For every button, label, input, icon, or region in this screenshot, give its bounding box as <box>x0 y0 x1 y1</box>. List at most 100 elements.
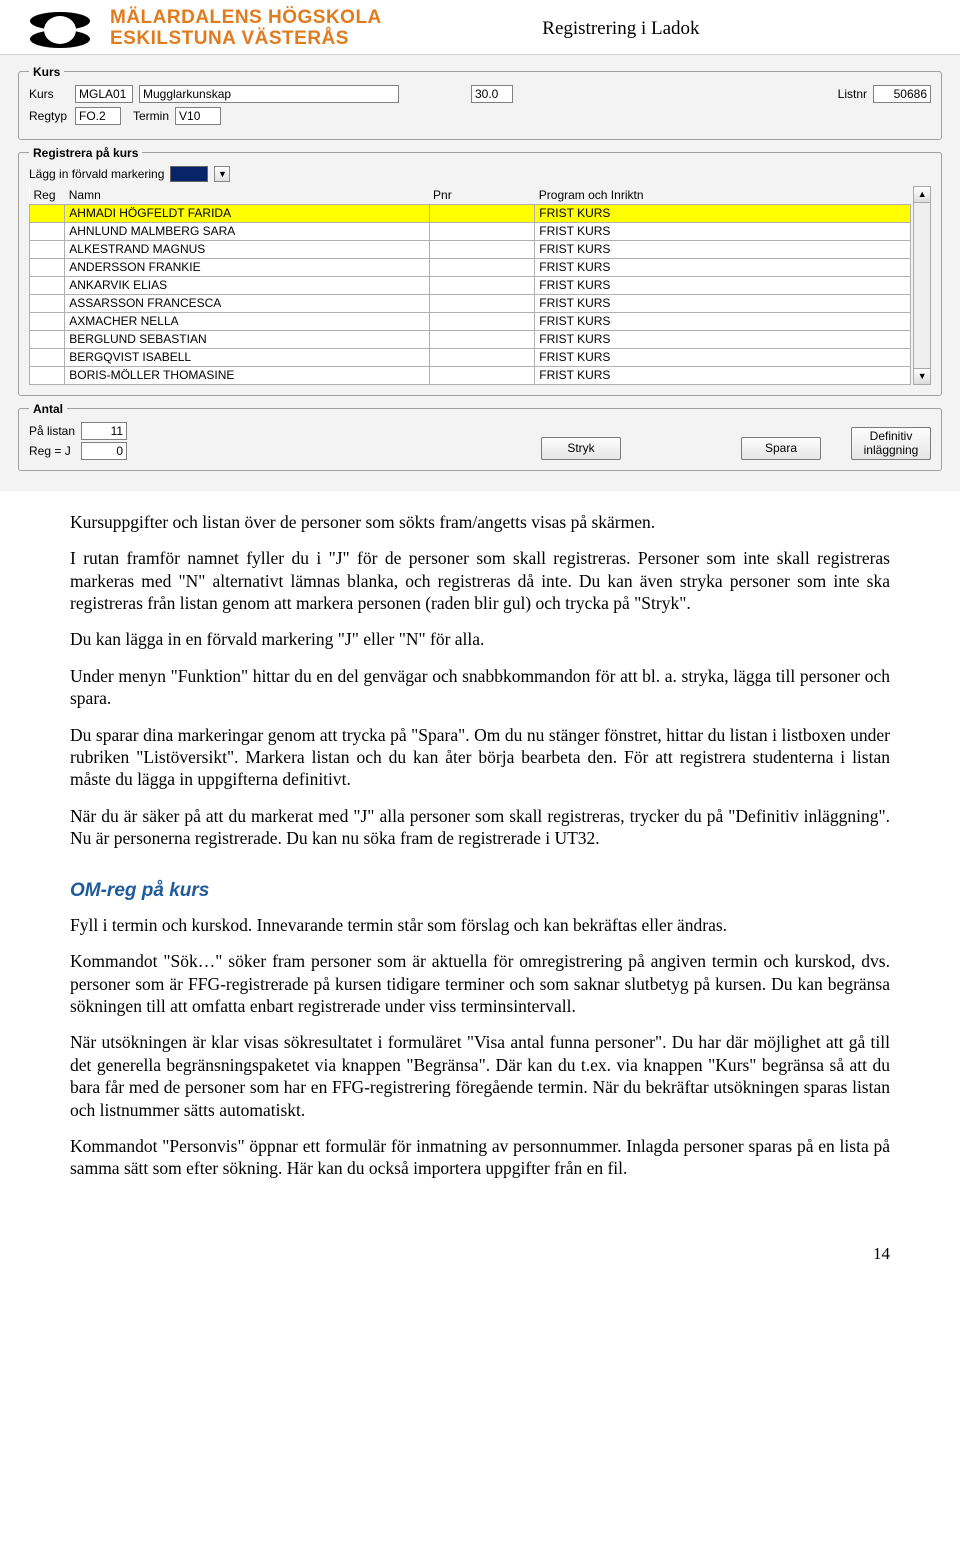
cell-reg[interactable] <box>30 366 65 384</box>
logo-icon <box>20 9 100 49</box>
label-listnr: Listnr <box>838 87 867 101</box>
cell-prog: FRIST KURS <box>535 366 911 384</box>
cell-reg[interactable] <box>30 312 65 330</box>
table-row[interactable]: ANDERSSON FRANKIE FRIST KURS <box>30 258 911 276</box>
paragraph: Fyll i termin och kurskod. Innevarande t… <box>70 914 890 936</box>
field-regtyp[interactable]: FO.2 <box>75 107 121 125</box>
paragraph: I rutan framför namnet fyller du i "J" f… <box>70 547 890 614</box>
cell-pnr <box>429 222 535 240</box>
cell-pnr <box>429 330 535 348</box>
org-name-line2: ESKILSTUNA VÄSTERÅS <box>110 29 382 50</box>
cell-pnr <box>429 240 535 258</box>
value-pa-listan: 11 <box>81 422 127 440</box>
document-body: Kursuppgifter och listan över de persone… <box>0 491 960 1234</box>
table-row[interactable]: ASSARSSON FRANCESCA FRIST KURS <box>30 294 911 312</box>
label-regtyp: Regtyp <box>29 109 69 123</box>
value-reg-j: 0 <box>81 442 127 460</box>
cell-prog: FRIST KURS <box>535 204 911 222</box>
table-row[interactable]: BERGLUND SEBASTIAN FRIST KURS <box>30 330 911 348</box>
cell-namn: AHNLUND MALMBERG SARA <box>65 222 429 240</box>
label-reg-j: Reg = J <box>29 444 75 458</box>
paragraph: Du sparar dina markeringar genom att try… <box>70 724 890 791</box>
org-name-line1: MÄLARDALENS HÖGSKOLA <box>110 8 382 29</box>
cell-prog: FRIST KURS <box>535 294 911 312</box>
paragraph: När du är säker på att du markerat med "… <box>70 805 890 850</box>
cell-reg[interactable] <box>30 294 65 312</box>
cell-reg[interactable] <box>30 258 65 276</box>
label-kurs: Kurs <box>29 87 69 101</box>
field-listnr[interactable]: 50686 <box>873 85 931 103</box>
cell-pnr <box>429 366 535 384</box>
cell-prog: FRIST KURS <box>535 330 911 348</box>
cell-pnr <box>429 294 535 312</box>
field-kurskod[interactable]: MGLA01 <box>75 85 133 103</box>
paragraph: Under menyn "Funktion" hittar du en del … <box>70 665 890 710</box>
definitiv-button[interactable]: Definitiv inläggning <box>851 427 931 459</box>
field-termin[interactable]: V10 <box>175 107 221 125</box>
table-row[interactable]: BORIS-MÖLLER THOMASINE FRIST KURS <box>30 366 911 384</box>
panel-kurs-legend: Kurs <box>29 65 64 79</box>
paragraph: Kommandot "Personvis" öppnar ett formulä… <box>70 1135 890 1180</box>
cell-reg[interactable] <box>30 348 65 366</box>
cell-namn: ANKARVIK ELIAS <box>65 276 429 294</box>
stryk-button[interactable]: Stryk <box>541 437 621 460</box>
cell-pnr <box>429 258 535 276</box>
table-row[interactable]: ALKESTRAND MAGNUSFRIST KURS <box>30 240 911 258</box>
cell-namn: AHMADI HÖGFELDT FARIDA <box>65 204 429 222</box>
paragraph: När utsökningen är klar visas sökresulta… <box>70 1031 890 1121</box>
cell-namn: BORIS-MÖLLER THOMASINE <box>65 366 429 384</box>
field-kursnamn[interactable]: Mugglarkunskap <box>139 85 399 103</box>
cell-prog: FRIST KURS <box>535 276 911 294</box>
cell-reg[interactable] <box>30 330 65 348</box>
preselect-dropdown[interactable] <box>170 166 208 182</box>
cell-namn: ASSARSSON FRANCESCA <box>65 294 429 312</box>
scroll-down-icon[interactable]: ▼ <box>914 368 930 384</box>
table-row[interactable]: ANKARVIK ELIAS FRIST KURS <box>30 276 911 294</box>
cell-reg[interactable] <box>30 222 65 240</box>
ladok-screenshot: Kurs Kurs MGLA01 Mugglarkunskap 30.0 Lis… <box>0 54 960 491</box>
table-row[interactable]: AHMADI HÖGFELDT FARIDA FRIST KURS <box>30 204 911 222</box>
cell-pnr <box>429 276 535 294</box>
document-title: Registrering i Ladok <box>382 18 940 40</box>
table-row[interactable]: AHNLUND MALMBERG SARA FRIST KURS <box>30 222 911 240</box>
paragraph: Kursuppgifter och listan över de persone… <box>70 511 890 533</box>
label-pa-listan: På listan <box>29 424 75 438</box>
spara-button[interactable]: Spara <box>741 437 821 460</box>
cell-reg[interactable] <box>30 276 65 294</box>
col-prog: Program och Inriktn <box>535 186 911 205</box>
table-row[interactable]: BERGQVIST ISABELLFRIST KURS <box>30 348 911 366</box>
page-header: MÄLARDALENS HÖGSKOLA ESKILSTUNA VÄSTERÅS… <box>0 0 960 54</box>
panel-kurs: Kurs Kurs MGLA01 Mugglarkunskap 30.0 Lis… <box>18 65 942 140</box>
panel-antal: Antal På listan 11 Reg = J 0 Stryk Spara… <box>18 402 942 471</box>
col-reg: Reg <box>30 186 65 205</box>
panel-antal-legend: Antal <box>29 402 67 416</box>
label-termin: Termin <box>133 109 169 123</box>
cell-pnr <box>429 348 535 366</box>
students-table: Reg Namn Pnr Program och Inriktn AHMADI … <box>29 186 911 385</box>
logo-text: MÄLARDALENS HÖGSKOLA ESKILSTUNA VÄSTERÅS <box>110 8 382 50</box>
panel-registrera: Registrera på kurs Lägg in förvald marke… <box>18 146 942 396</box>
field-poang[interactable]: 30.0 <box>471 85 513 103</box>
col-pnr: Pnr <box>429 186 535 205</box>
cell-pnr <box>429 312 535 330</box>
cell-pnr <box>429 204 535 222</box>
cell-prog: FRIST KURS <box>535 240 911 258</box>
cell-namn: AXMACHER NELLA <box>65 312 429 330</box>
cell-reg[interactable] <box>30 204 65 222</box>
paragraph: Du kan lägga in en förvald markering "J"… <box>70 628 890 650</box>
scroll-up-icon[interactable]: ▲ <box>914 187 930 203</box>
cell-prog: FRIST KURS <box>535 222 911 240</box>
cell-prog: FRIST KURS <box>535 348 911 366</box>
page-number: 14 <box>0 1234 960 1284</box>
cell-namn: ANDERSSON FRANKIE <box>65 258 429 276</box>
table-scrollbar[interactable]: ▲ ▼ <box>913 186 931 385</box>
cell-namn: BERGLUND SEBASTIAN <box>65 330 429 348</box>
logo-block: MÄLARDALENS HÖGSKOLA ESKILSTUNA VÄSTERÅS <box>20 8 382 50</box>
table-row[interactable]: AXMACHER NELLAFRIST KURS <box>30 312 911 330</box>
col-namn: Namn <box>65 186 429 205</box>
cell-prog: FRIST KURS <box>535 258 911 276</box>
label-preselect: Lägg in förvald markering <box>29 167 164 181</box>
cell-reg[interactable] <box>30 240 65 258</box>
chevron-down-icon[interactable]: ▼ <box>214 166 230 182</box>
panel-registrera-legend: Registrera på kurs <box>29 146 142 160</box>
